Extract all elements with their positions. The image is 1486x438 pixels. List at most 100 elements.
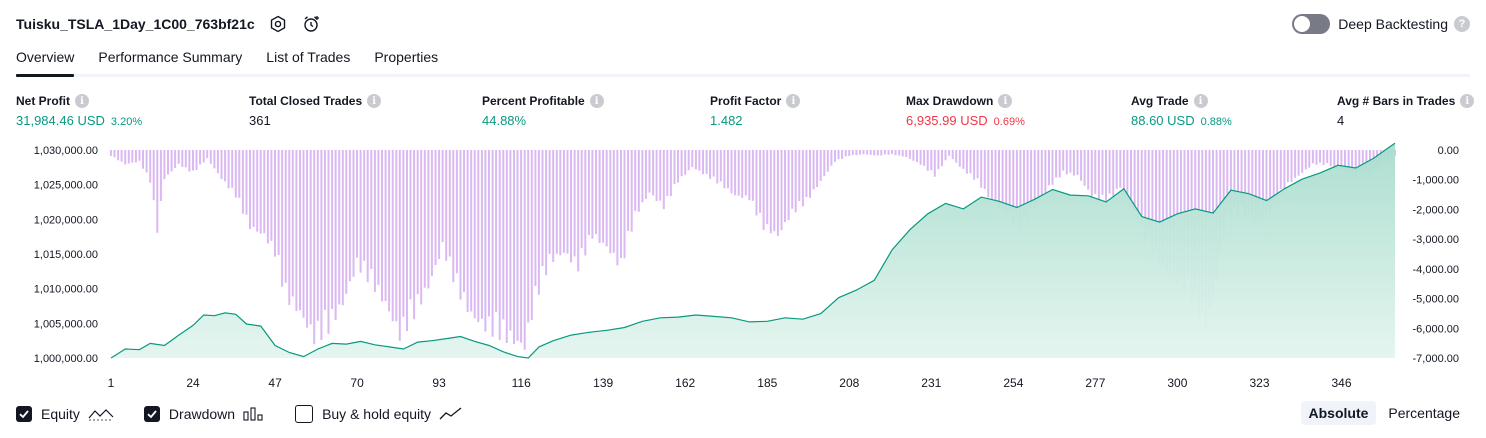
drawdown-bar bbox=[616, 150, 619, 266]
drawdown-bar bbox=[313, 150, 316, 345]
drawdown-bar bbox=[138, 150, 141, 161]
x-axis-tick-label: 116 bbox=[512, 376, 531, 390]
drawdown-bar bbox=[620, 150, 622, 258]
drawdown-bar bbox=[1329, 150, 1332, 167]
drawdown-bar bbox=[1304, 150, 1307, 170]
drawdown-bar bbox=[448, 150, 451, 257]
left-axis-tick-label: 1,000,000.00 bbox=[34, 353, 98, 365]
info-icon[interactable]: i bbox=[589, 94, 604, 108]
drawdown-bar bbox=[830, 150, 833, 166]
absolute-mode-button[interactable]: Absolute bbox=[1300, 401, 1377, 425]
drawdown-bar bbox=[1169, 150, 1172, 276]
drawdown-bar bbox=[1137, 150, 1140, 224]
alert-clock-icon[interactable] bbox=[301, 13, 323, 35]
drawdown-bar bbox=[302, 150, 305, 318]
drawdown-bar bbox=[698, 150, 701, 171]
legend-drawdown[interactable]: Drawdown bbox=[143, 406, 265, 422]
drawdown-bar bbox=[962, 150, 965, 169]
drawdown-bar bbox=[876, 150, 879, 156]
drawdown-bar bbox=[1101, 150, 1104, 195]
percentage-mode-button[interactable]: Percentage bbox=[1388, 405, 1460, 421]
deep-backtesting-toggle[interactable] bbox=[1292, 14, 1331, 34]
drawdown-bar bbox=[231, 150, 234, 188]
tab-properties[interactable]: Properties bbox=[374, 49, 439, 65]
drawdown-bar bbox=[641, 150, 644, 203]
drawdown-bar bbox=[723, 150, 726, 189]
drawdown-bar bbox=[637, 150, 640, 212]
drawdown-bar bbox=[566, 150, 569, 254]
drawdown-bar bbox=[1251, 150, 1254, 222]
tab-performance-summary[interactable]: Performance Summary bbox=[98, 49, 243, 65]
settings-gear-icon[interactable] bbox=[267, 13, 289, 35]
info-icon[interactable]: i bbox=[998, 94, 1013, 108]
drawdown-bar bbox=[513, 150, 515, 344]
drawdown-bar bbox=[348, 150, 351, 282]
drawdown-bar bbox=[691, 150, 694, 168]
left-axis-tick-label: 1,025,000.00 bbox=[34, 180, 98, 192]
info-icon[interactable]: i bbox=[367, 94, 382, 108]
drawdown-bar bbox=[520, 150, 523, 343]
info-icon[interactable]: i bbox=[1193, 94, 1208, 108]
tab-list-of-trades[interactable]: List of Trades bbox=[266, 49, 351, 65]
drawdown-bar bbox=[769, 150, 772, 234]
drawdown-bar bbox=[213, 150, 216, 169]
drawdown-bar bbox=[220, 150, 223, 179]
drawdown-bar bbox=[1219, 150, 1222, 255]
drawdown-bar bbox=[1058, 150, 1061, 178]
drawdown-bar bbox=[766, 150, 769, 225]
drawdown-bar bbox=[755, 150, 758, 216]
drawdown-bar bbox=[537, 150, 540, 295]
buy-hold-checkbox[interactable] bbox=[295, 405, 314, 423]
info-icon[interactable]: i bbox=[75, 94, 89, 108]
drawdown-bar bbox=[741, 150, 744, 198]
metric-avg-trade: Avg Trade i 88.60 USD 0.88% bbox=[1131, 92, 1232, 128]
drawdown-bar bbox=[630, 150, 633, 232]
info-icon[interactable]: i bbox=[786, 94, 801, 108]
metric-profit-factor: Profit Factor i 1.482 bbox=[710, 92, 801, 128]
drawdown-bar bbox=[819, 150, 822, 181]
legend-buy-hold[interactable]: Buy & hold equity bbox=[295, 405, 463, 423]
chart-legend: Equity Drawdown Buy & hold equity bbox=[16, 403, 493, 425]
drawdown-bar bbox=[527, 150, 530, 323]
equity-checkbox[interactable] bbox=[16, 406, 32, 422]
drawdown-bar bbox=[798, 150, 801, 202]
drawdown-bar bbox=[416, 150, 419, 295]
equity-drawdown-chart[interactable]: 1,000,000.00 1,005,000.00 1,010,000.00 1,01… bbox=[0, 140, 1486, 398]
drawdown-bar bbox=[673, 150, 676, 185]
drawdown-bar bbox=[234, 150, 237, 198]
drawdown-bar bbox=[916, 150, 918, 162]
drawdown-bar bbox=[174, 150, 177, 168]
drawdown-bar bbox=[245, 150, 248, 215]
metric-label: Max Drawdown bbox=[906, 94, 994, 108]
tab-overview[interactable]: Overview bbox=[16, 44, 75, 77]
drawdown-bar bbox=[580, 150, 583, 249]
drawdown-bar bbox=[1040, 150, 1043, 197]
drawdown-bar bbox=[955, 150, 958, 163]
metric-label: Percent Profitable bbox=[482, 94, 585, 108]
drawdown-bar bbox=[858, 150, 861, 155]
drawdown-checkbox[interactable] bbox=[143, 406, 160, 422]
drawdown-bar bbox=[495, 150, 498, 312]
drawdown-bar bbox=[905, 150, 908, 157]
legend-equity[interactable]: Equity bbox=[16, 406, 114, 422]
drawdown-bar bbox=[980, 150, 983, 188]
drawdown-bar bbox=[855, 150, 858, 156]
drawdown-bar bbox=[423, 150, 426, 288]
drawdown-bar bbox=[1351, 150, 1354, 174]
help-question-icon[interactable]: ? bbox=[1454, 16, 1470, 32]
drawdown-bar bbox=[498, 150, 501, 341]
drawdown-bar bbox=[373, 150, 376, 292]
drawdown-bar bbox=[306, 150, 309, 328]
info-icon[interactable]: i bbox=[1460, 94, 1475, 108]
drawdown-bar bbox=[459, 150, 462, 300]
drawdown-bar bbox=[887, 150, 890, 155]
drawdown-bar bbox=[1087, 150, 1090, 190]
drawdown-bar bbox=[402, 150, 405, 317]
drawdown-bar bbox=[1319, 150, 1321, 163]
drawdown-bar bbox=[466, 150, 469, 313]
drawdown-bar bbox=[427, 150, 430, 289]
drawdown-bar bbox=[145, 150, 148, 173]
drawdown-bar bbox=[1005, 150, 1008, 218]
drawdown-bar bbox=[341, 150, 344, 306]
drawdown-bar bbox=[238, 150, 241, 198]
